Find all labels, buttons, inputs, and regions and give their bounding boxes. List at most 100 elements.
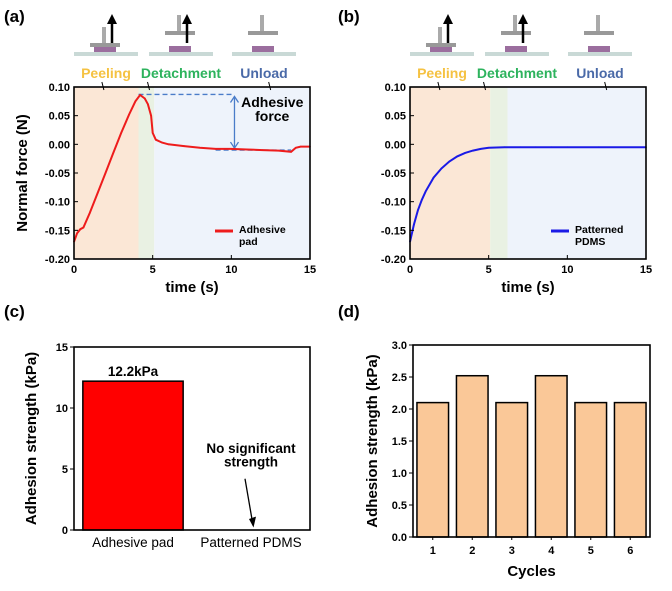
bar (534, 374, 568, 538)
data-point (128, 113, 130, 116)
annotation-label-line1: Adhesive (241, 94, 303, 110)
data-point (456, 155, 459, 158)
x-tick-label: 4 (548, 545, 555, 557)
x-tick-label: 5 (486, 264, 492, 276)
y-tick-label: 0.00 (385, 139, 406, 151)
phase-1-plate-icon (165, 31, 195, 35)
phase-1-pad-icon (169, 46, 191, 52)
annotation-arrow-line (244, 478, 254, 526)
phase-pointer (101, 81, 105, 91)
y-tick-label: -0.10 (45, 197, 70, 209)
phase-1-substrate-icon (485, 52, 549, 56)
y-tick-label: -0.15 (381, 225, 406, 237)
y-tick-label: 0.05 (49, 111, 70, 123)
legend-label-line2: pad (239, 236, 258, 248)
x-tick-label: 15 (640, 264, 652, 276)
phase-0-stem-icon (438, 27, 442, 43)
data-point (464, 152, 466, 154)
data-point (88, 212, 91, 214)
phase-0-stem-icon (102, 27, 106, 43)
phase-label-unload: Unload (576, 65, 623, 81)
y-tick-label: -0.05 (45, 168, 70, 180)
y-axis-title: Adhesion strength (kPa) (364, 354, 381, 527)
data-point (167, 143, 170, 146)
x-axis-title: time (s) (165, 279, 218, 296)
phase-1-arrow-up-icon (182, 14, 192, 24)
data-point (432, 176, 435, 179)
data-point (295, 146, 297, 149)
data-point (550, 146, 553, 148)
data-point (413, 223, 415, 226)
y-tick-label: 15 (56, 342, 68, 354)
phase-label-peeling: Peeling (81, 65, 131, 81)
phase-1-plate-icon (501, 31, 531, 35)
phase-0-plate-icon (90, 43, 120, 47)
data-point (503, 146, 506, 148)
x-category-label: Patterned PDMS (200, 535, 301, 550)
y-tick-label: 0.05 (385, 111, 406, 123)
data-point (421, 199, 423, 201)
data-point (472, 149, 474, 152)
bar (455, 374, 489, 538)
data-point (96, 192, 99, 194)
bar (416, 401, 450, 538)
x-tick-label: 5 (588, 545, 594, 557)
phase-label-unload: Unload (240, 65, 287, 81)
panel-label: (d) (338, 302, 360, 321)
arrowhead-up-icon (229, 95, 240, 103)
y-tick-label: 10 (56, 403, 68, 415)
legend-label-line1: Patterned (575, 224, 623, 236)
y-tick-label: -0.05 (381, 168, 406, 180)
y-tick-label: 5 (62, 464, 68, 476)
data-point (151, 132, 154, 134)
phase-pointer (437, 81, 441, 91)
data-point (424, 190, 427, 193)
y-axis-title: Adhesion strength (kPa) (23, 352, 40, 525)
data-point (134, 100, 137, 103)
plot-frame (73, 346, 311, 531)
phase-pointer (483, 81, 487, 91)
data-point (566, 146, 569, 148)
y-tick-label: 0.10 (385, 82, 406, 94)
data-point (147, 103, 149, 105)
bar (613, 401, 647, 538)
data-point (290, 150, 292, 153)
x-tick-label: 10 (561, 264, 573, 276)
data-point (79, 228, 82, 230)
y-tick-label: 1.0 (392, 468, 407, 480)
bar (82, 380, 184, 531)
data-point (120, 132, 122, 134)
bar (574, 401, 608, 538)
data-point (262, 149, 264, 151)
y-tick-label: 0.00 (49, 139, 70, 151)
annotation-label-line2: force (255, 108, 289, 124)
arrowhead-down-icon (249, 516, 256, 528)
phase-1-pad-icon (505, 46, 527, 52)
data-point (104, 172, 107, 174)
phase-0-substrate-icon (410, 52, 474, 56)
phase-1-substrate-icon (149, 52, 213, 56)
x-tick-label: 6 (627, 545, 633, 557)
annotation-line1: No significant (206, 441, 296, 456)
data-point (448, 160, 451, 163)
data-point (299, 145, 302, 148)
phase-pointer (268, 81, 272, 91)
data-point (76, 232, 78, 234)
y-tick-label: -0.20 (45, 254, 70, 266)
phase-pointer (604, 81, 608, 91)
data-point (150, 114, 152, 117)
phase-pointer (147, 81, 151, 91)
series-line (73, 93, 310, 243)
y-tick-label: 0.5 (392, 500, 407, 512)
data-point (161, 141, 163, 144)
data-point (82, 226, 85, 229)
data-point (598, 146, 600, 148)
bar-value-label: 12.2kPa (108, 364, 159, 379)
data-point (144, 97, 146, 100)
x-tick-label: 0 (407, 264, 413, 276)
series-line (409, 146, 646, 243)
phase-region-unload (507, 87, 646, 259)
phase-2-substrate-icon (568, 52, 632, 56)
y-tick-label: 2.5 (392, 372, 407, 384)
